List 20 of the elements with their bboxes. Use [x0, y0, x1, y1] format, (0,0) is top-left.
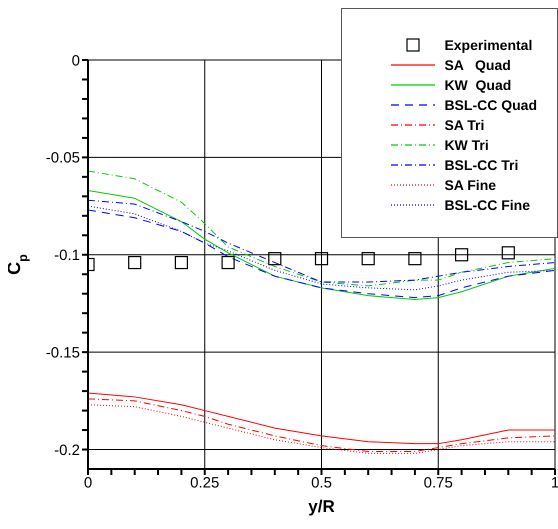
legend-label: Experimental	[444, 37, 532, 53]
x-tick-label: 1	[550, 474, 558, 492]
x-tick-label: 0.25	[190, 474, 220, 492]
x-tick-label: 0.75	[424, 474, 453, 492]
legend-label: BSL-CC Quad	[444, 97, 537, 113]
x-axis-title: y/R	[308, 497, 335, 516]
legend-label: BSL-CC Tri	[444, 157, 518, 173]
x-tick-label: 0	[84, 474, 92, 492]
legend-label: SA Tri	[444, 117, 484, 133]
legend-label: BSL-CC Fine	[444, 197, 530, 213]
legend-label: KW Tri	[444, 137, 489, 153]
legend-label: SA Quad	[444, 57, 511, 73]
y-tick-label: 0	[72, 52, 80, 70]
y-tick-label: -0.05	[46, 150, 80, 167]
legend-label: KW Quad	[444, 77, 512, 93]
x-tick-label: 0.5	[311, 474, 332, 492]
y-tick-label: -0.15	[46, 344, 80, 362]
legend-label: SA Fine	[444, 177, 496, 193]
y-tick-label: -0.1	[54, 247, 80, 264]
y-tick-label: -0.2	[54, 442, 80, 459]
